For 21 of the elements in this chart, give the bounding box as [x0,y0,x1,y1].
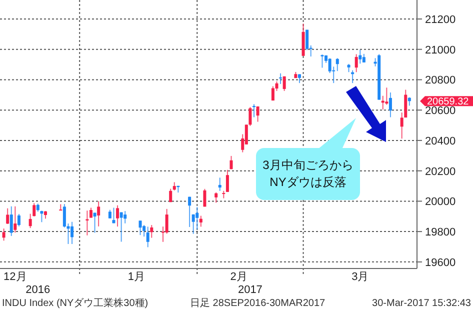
text: 日足 28SEP2016-30MAR2017 [190,298,326,309]
x2-tick-label: 2016 [26,284,50,296]
y-tick-label: 20600 [425,105,456,118]
x-tick-label: 3月 [352,271,369,283]
y-tick-label: 20200 [425,166,456,178]
y-tick-label: 20000 [425,196,456,208]
x2-tick-label: 2017 [238,284,262,296]
annotation: 20659.32 [427,96,470,108]
y-tick-label: 20800 [425,74,456,87]
y-tick-label: 21200 [425,14,456,26]
annotation: 3月中旬ごろから NYダウは反落 [262,158,354,189]
x-tick-label: 1月 [128,271,146,283]
x-tick-label: 12月 [4,271,27,283]
y-tick-label: 19800 [425,226,456,239]
price-tag: 20659.32 [420,96,473,108]
y-tick-label: 20400 [425,135,456,148]
y-tick-label: 21000 [425,44,456,56]
x-tick-label: 2月 [230,271,248,283]
y-tick-label: 19600 [425,256,456,269]
text: 30-Mar-2017 15:32:43 [372,298,472,309]
text: INDU Index (NYダウ工業株30種) [2,297,148,309]
